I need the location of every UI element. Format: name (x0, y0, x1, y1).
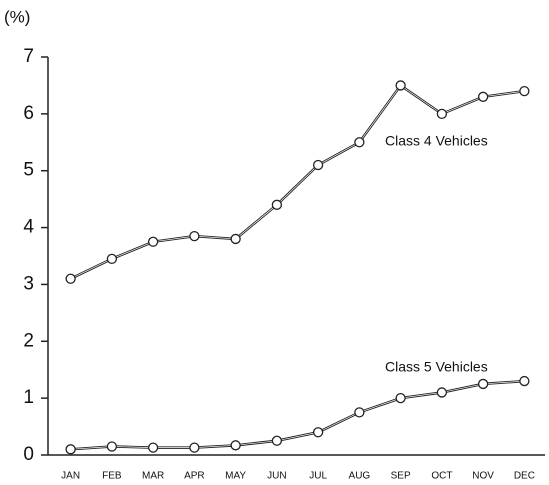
point (395, 392, 406, 404)
y-tick-label: 3 (23, 273, 34, 294)
point (312, 159, 324, 171)
y-tick-label: 2 (23, 330, 34, 351)
x-tick-label: AUG (349, 471, 371, 482)
point (436, 387, 448, 398)
point (189, 442, 200, 453)
x-tick-label: JUN (267, 471, 286, 482)
x-tick-label: SEP (391, 471, 411, 482)
series-line-inner (70, 380, 525, 450)
x-tick-label: MAR (142, 471, 164, 482)
x-tick-label: MAY (225, 471, 246, 482)
y-tick-label: 0 (23, 444, 34, 465)
series-label: Class 4 Vehicles (385, 133, 488, 149)
y-tick-label: 7 (23, 46, 34, 67)
y-tick-label: 1 (23, 387, 34, 408)
x-tick-label: OCT (431, 471, 452, 482)
point (395, 80, 406, 91)
y-axis-label: (%) (4, 7, 30, 26)
x-tick-label: DEC (514, 471, 535, 482)
point (230, 233, 241, 245)
point (106, 441, 118, 452)
point (106, 253, 118, 264)
point (230, 440, 241, 451)
point (271, 199, 283, 210)
x-tick-label: APR (184, 471, 205, 482)
y-tick-label: 4 (23, 217, 34, 238)
x-tick-label: JUL (309, 471, 327, 482)
y-tick-label: 6 (23, 103, 34, 124)
x-tick-label: NOV (472, 471, 494, 482)
point (147, 442, 159, 453)
point (436, 108, 448, 120)
point (189, 230, 200, 242)
point (519, 375, 530, 387)
series-line (70, 83, 525, 280)
point (271, 435, 283, 446)
point (312, 427, 324, 438)
x-tick-label: FEB (102, 471, 122, 482)
series-line-inner (70, 84, 525, 280)
series-label: Class 5 Vehicles (385, 359, 488, 375)
point (519, 85, 530, 97)
point (477, 91, 489, 102)
point (65, 444, 76, 455)
point (354, 407, 365, 418)
point (354, 137, 365, 148)
y-tick-label: 5 (23, 160, 34, 181)
x-tick-label: JAN (61, 471, 80, 482)
point (147, 236, 159, 247)
point (477, 378, 489, 390)
point (65, 273, 76, 284)
series-line (70, 379, 525, 451)
